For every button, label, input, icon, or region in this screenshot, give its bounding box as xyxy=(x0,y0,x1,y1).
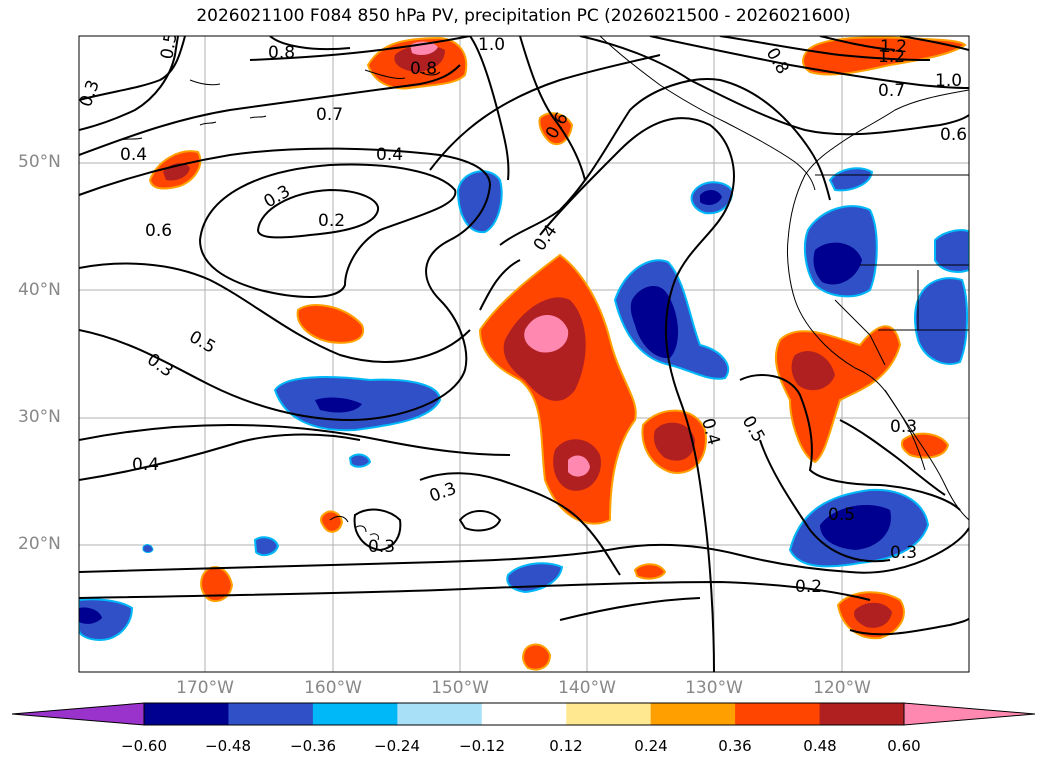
colorbar-tick: 0.24 xyxy=(634,737,668,755)
svg-text:0.3: 0.3 xyxy=(890,417,917,437)
negative-anomalies xyxy=(79,167,969,642)
colorbar-cell xyxy=(481,703,567,725)
colorbar-cell xyxy=(819,703,905,725)
svg-text:0.8: 0.8 xyxy=(268,43,295,63)
svg-text:0.2: 0.2 xyxy=(318,211,345,231)
svg-text:0.3: 0.3 xyxy=(368,537,395,557)
lon-label-130w: 130°W xyxy=(685,678,743,698)
colorbar-tick: 0.48 xyxy=(803,737,837,755)
coastlines xyxy=(119,36,969,541)
lon-label-140w: 140°W xyxy=(558,678,616,698)
colorbar-cell xyxy=(650,703,736,725)
colorbar-low-extend xyxy=(11,702,145,726)
svg-text:0.4: 0.4 xyxy=(132,455,159,475)
lat-label-50n: 50°N xyxy=(18,152,61,172)
svg-text:0.4: 0.4 xyxy=(120,145,147,165)
neg-blob-great-basin xyxy=(914,277,968,365)
pv-contour-0.2-closed xyxy=(256,188,380,239)
colorbar-cell xyxy=(228,703,314,725)
positive-anomalies xyxy=(148,36,967,671)
svg-text:1.0: 1.0 xyxy=(935,71,962,91)
colorbar-tick: −0.60 xyxy=(121,737,167,755)
svg-text:1.2: 1.2 xyxy=(878,47,905,67)
svg-text:0.3: 0.3 xyxy=(890,543,917,563)
plot-frame xyxy=(78,35,970,673)
colorbar-cell xyxy=(144,703,229,725)
colorbar-high-extend xyxy=(903,702,1036,726)
neg-blob-143w-17n xyxy=(506,562,564,594)
lat-label-30n: 30°N xyxy=(18,407,61,427)
lat-label-40n: 40°N xyxy=(18,280,61,300)
colorbar-tick: −0.36 xyxy=(290,737,336,755)
svg-text:0.4: 0.4 xyxy=(376,145,403,165)
blob-baja xyxy=(900,432,950,459)
colorbar-cell xyxy=(566,703,652,725)
blob-145w-12n xyxy=(522,643,552,671)
colorbar-tick: −0.24 xyxy=(374,737,420,755)
lon-label-160w: 160°W xyxy=(304,678,362,698)
svg-text:0.6: 0.6 xyxy=(145,221,172,241)
svg-text:0.7: 0.7 xyxy=(878,81,905,101)
svg-text:0.7: 0.7 xyxy=(316,105,343,125)
blob-140w-55n xyxy=(538,112,574,145)
lat-label-20n: 20°N xyxy=(18,534,61,554)
colorbar-cell xyxy=(735,703,821,725)
map-title: 2026021100 F084 850 hPa PV, precipitatio… xyxy=(196,6,851,26)
svg-text:0.5: 0.5 xyxy=(157,31,181,61)
colorbar-tick: 0.12 xyxy=(549,737,583,755)
colorbar-cell xyxy=(312,703,398,725)
lon-label-170w: 170°W xyxy=(176,678,234,698)
lon-label-150w: 150°W xyxy=(431,678,489,698)
colorbar-frame xyxy=(143,702,905,726)
svg-text:0.8: 0.8 xyxy=(410,59,437,79)
colorbar xyxy=(11,702,1036,726)
colorbar-cell xyxy=(397,703,483,725)
lon-label-120w: 120°W xyxy=(813,678,871,698)
svg-text:0.6: 0.6 xyxy=(940,125,967,145)
colorbar-tick: 0.60 xyxy=(887,737,921,755)
svg-text:1.0: 1.0 xyxy=(478,35,505,55)
colorbar-tick: −0.48 xyxy=(205,737,251,755)
blob-160w-37n xyxy=(296,304,365,344)
blob-135w-17n xyxy=(633,563,667,580)
colorbar-tick: 0.36 xyxy=(718,737,752,755)
pv-contours xyxy=(79,36,969,672)
colorbar-tick: −0.12 xyxy=(459,737,505,755)
svg-text:0.2: 0.2 xyxy=(795,577,822,597)
central-pacific-plume xyxy=(478,253,637,525)
blob-north-canada xyxy=(802,36,967,76)
svg-text:1.2: 1.2 xyxy=(880,37,907,57)
svg-text:0.5: 0.5 xyxy=(828,505,855,525)
